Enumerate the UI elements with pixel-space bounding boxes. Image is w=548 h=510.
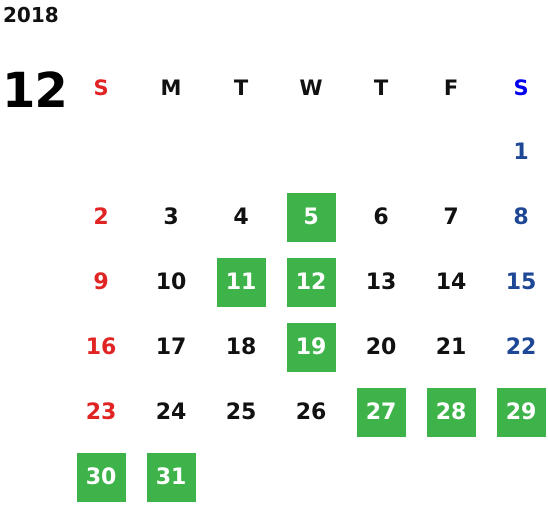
day-number: 17 — [155, 335, 187, 360]
day-number: 14 — [435, 270, 467, 295]
day-cell[interactable]: 10 — [136, 250, 206, 315]
day-number: 13 — [365, 270, 397, 295]
day-number: 22 — [505, 335, 537, 360]
day-number: 24 — [155, 400, 187, 425]
day-cell[interactable]: 2 — [66, 185, 136, 250]
day-cell[interactable]: 24 — [136, 380, 206, 445]
day-number: 16 — [85, 335, 117, 360]
day-cell[interactable]: 16 — [66, 315, 136, 380]
day-number: 12 — [286, 258, 336, 307]
weekday-header: T — [373, 75, 389, 100]
day-number: 20 — [365, 335, 397, 360]
weekday-header: F — [443, 75, 459, 100]
day-number: 4 — [233, 205, 249, 230]
day-number: 23 — [85, 400, 117, 425]
empty-day-cell — [136, 120, 206, 185]
year-label: 2018 — [3, 3, 59, 27]
day-cell[interactable]: 26 — [276, 380, 346, 445]
calendar-grid: S M T W T F S 1 2 3 4 5 6 7 8 9 10 11 12 13 14 15 16 17 18 19 20 21… — [66, 55, 548, 510]
day-number: 3 — [163, 205, 179, 230]
day-cell[interactable]: 14 — [416, 250, 486, 315]
day-number: 26 — [295, 400, 327, 425]
day-cell[interactable]: 15 — [486, 250, 548, 315]
day-cell[interactable]: 8 — [486, 185, 548, 250]
empty-day-cell — [276, 120, 346, 185]
empty-day-cell — [346, 120, 416, 185]
weekday-header: T — [233, 75, 249, 100]
day-cell[interactable]: 18 — [206, 315, 276, 380]
day-number: 18 — [225, 335, 257, 360]
day-number: 28 — [426, 388, 476, 437]
day-number: 27 — [356, 388, 406, 437]
month-label: 12 — [2, 63, 68, 119]
day-cell[interactable]: 9 — [66, 250, 136, 315]
day-number: 21 — [435, 335, 467, 360]
day-number: 6 — [373, 205, 389, 230]
day-number: 19 — [286, 323, 336, 372]
day-cell[interactable]: 3 — [136, 185, 206, 250]
day-cell[interactable]: 21 — [416, 315, 486, 380]
day-cell[interactable]: 23 — [66, 380, 136, 445]
day-cell[interactable]: 20 — [346, 315, 416, 380]
day-number: 25 — [225, 400, 257, 425]
highlighted-day-cell[interactable]: 31 — [136, 445, 206, 510]
day-number: 2 — [93, 205, 109, 230]
weekday-header: S — [93, 75, 109, 100]
day-number: 10 — [155, 270, 187, 295]
highlighted-day-cell[interactable]: 28 — [416, 380, 486, 445]
day-cell[interactable]: 13 — [346, 250, 416, 315]
day-number: 29 — [496, 388, 546, 437]
highlighted-day-cell[interactable]: 19 — [276, 315, 346, 380]
highlighted-day-cell[interactable]: 12 — [276, 250, 346, 315]
empty-day-cell — [206, 120, 276, 185]
day-number: 9 — [93, 270, 109, 295]
day-number: 1 — [513, 140, 529, 165]
weekday-header: S — [513, 75, 529, 100]
day-number: 30 — [76, 453, 126, 502]
day-number: 15 — [505, 270, 537, 295]
day-cell[interactable]: 25 — [206, 380, 276, 445]
weekday-header: M — [160, 75, 182, 100]
day-number: 5 — [286, 193, 336, 242]
highlighted-day-cell[interactable]: 29 — [486, 380, 548, 445]
day-cell[interactable]: 4 — [206, 185, 276, 250]
day-cell[interactable]: 1 — [486, 120, 548, 185]
day-number: 11 — [216, 258, 266, 307]
day-cell[interactable]: 22 — [486, 315, 548, 380]
empty-day-cell — [416, 120, 486, 185]
day-cell[interactable]: 6 — [346, 185, 416, 250]
day-cell[interactable]: 7 — [416, 185, 486, 250]
weekday-header: W — [299, 75, 323, 100]
highlighted-day-cell[interactable]: 5 — [276, 185, 346, 250]
day-cell[interactable]: 17 — [136, 315, 206, 380]
highlighted-day-cell[interactable]: 27 — [346, 380, 416, 445]
empty-day-cell — [66, 120, 136, 185]
day-number: 7 — [443, 205, 459, 230]
highlighted-day-cell[interactable]: 30 — [66, 445, 136, 510]
day-number: 8 — [513, 205, 529, 230]
highlighted-day-cell[interactable]: 11 — [206, 250, 276, 315]
day-number: 31 — [146, 453, 196, 502]
